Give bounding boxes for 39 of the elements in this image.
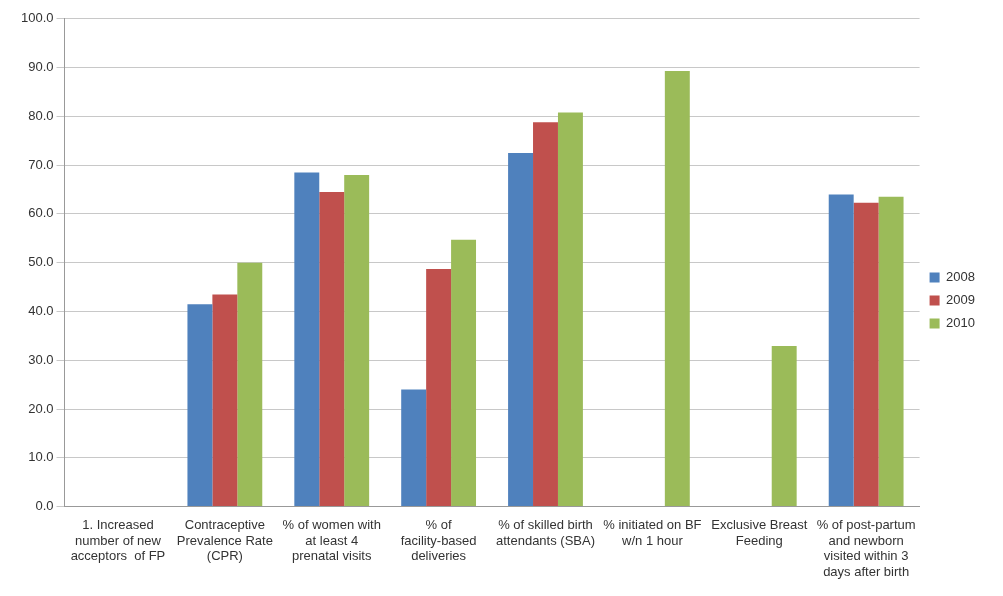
bar [344, 174, 370, 507]
x-tick-label: Contraceptive Prevalence Rate (CPR) [176, 516, 273, 564]
y-tick-label: 60.0 [28, 205, 54, 221]
bar [664, 71, 690, 507]
bar [237, 262, 263, 507]
bar [557, 112, 583, 507]
bar [771, 346, 797, 507]
y-tick-label: 40.0 [28, 303, 54, 319]
legend-label: 2010 [946, 315, 975, 331]
bar [828, 194, 854, 507]
y-tick-label: 100.0 [20, 10, 54, 26]
bar [533, 122, 558, 507]
bar [294, 172, 320, 507]
bar [426, 269, 452, 507]
y-tick-label: 10.0 [28, 449, 54, 465]
x-tick-label: 1. Increased number of new acceptors of FP [70, 516, 166, 564]
x-tick-label: % of post-partum and newborn visited within 3 days after birth [816, 516, 916, 579]
bar [853, 202, 879, 507]
bar [401, 389, 427, 507]
y-tick-label: 70.0 [28, 156, 54, 172]
x-tick-label: % of facility-based deliveries [400, 516, 477, 564]
y-tick-label: 90.0 [28, 59, 54, 75]
x-tick-label: % of skilled birth attendants (SBA) [496, 516, 595, 548]
x-tick-label: % initiated on BF w/n 1 hour [603, 516, 702, 548]
y-tick-label: 50.0 [28, 254, 54, 270]
bar [451, 239, 477, 507]
legend-label: 2008 [946, 269, 975, 285]
bar [319, 191, 345, 507]
bar [212, 294, 238, 507]
bar [878, 196, 904, 507]
legend-label: 2009 [946, 292, 975, 308]
bar [508, 152, 534, 507]
y-tick-label: 20.0 [28, 400, 54, 416]
y-tick-label: 80.0 [28, 107, 54, 123]
x-tick-label: Exclusive Breast Feeding [711, 516, 808, 548]
y-tick-label: 0.0 [35, 498, 54, 514]
bar [187, 304, 213, 507]
y-tick-label: 30.0 [28, 351, 54, 367]
x-tick-label: % of women with at least 4 prenatal visits [282, 516, 381, 564]
